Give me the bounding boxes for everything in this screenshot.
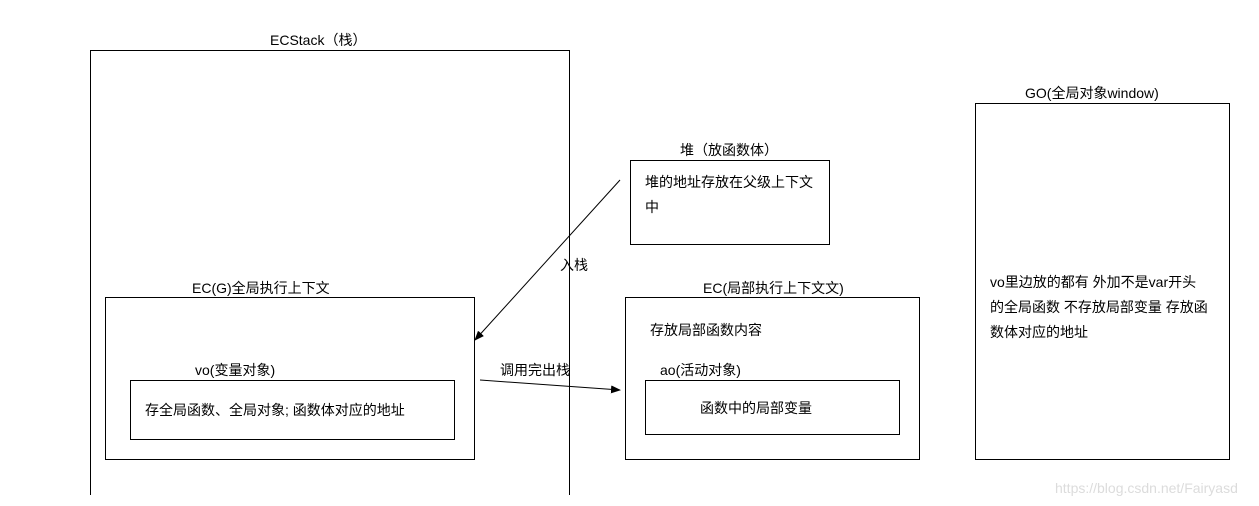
heap-body: 堆的地址存放在父级上下文中	[645, 170, 815, 220]
ec-local-subtitle: 存放局部函数内容	[650, 320, 762, 340]
ecstack-title: ECStack（栈）	[270, 30, 366, 50]
go-title: GO(全局对象window)	[1025, 83, 1159, 103]
arrow-in-label: 入栈	[560, 255, 588, 275]
heap-title: 堆（放函数体）	[680, 140, 778, 160]
watermark-text: https://blog.csdn.net/Fairyasd	[1055, 480, 1238, 496]
ec-local-title: EC(局部执行上下文文)	[703, 278, 844, 298]
ao-title: ao(活动对象)	[660, 360, 741, 380]
ecg-title: EC(G)全局执行上下文	[192, 278, 330, 298]
go-body: vo里边放的都有 外加不是var开头的全局函数 不存放局部变量 存放函数体对应的…	[990, 270, 1210, 346]
vo-title: vo(变量对象)	[195, 360, 275, 380]
diagram-canvas: ECStack（栈） EC(G)全局执行上下文 vo(变量对象) 存全局函数、全…	[0, 0, 1259, 506]
arrow-out-label: 调用完出栈	[500, 360, 570, 380]
ao-body: 函数中的局部变量	[700, 398, 812, 418]
vo-body: 存全局函数、全局对象; 函数体对应的地址	[145, 400, 405, 420]
